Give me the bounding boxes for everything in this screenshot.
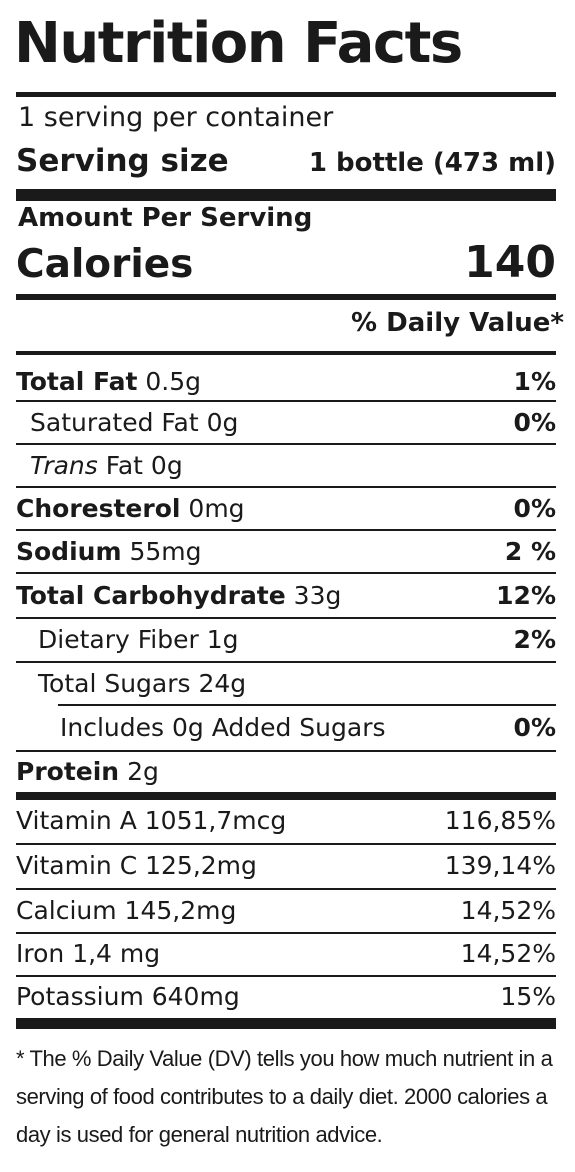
nutrient-dv: 0% — [513, 713, 556, 742]
nutrient-amount: 24g — [198, 669, 247, 698]
calories-row: Calories 140 — [16, 237, 556, 293]
serving-size-label: Serving size — [16, 143, 229, 179]
nutrient-row-total-fat: Total Fat 0.5g 1% — [16, 364, 556, 400]
thick-divider-top — [16, 189, 556, 201]
nutrient-row-added-sugars: Includes 0g Added Sugars 0% — [16, 708, 556, 748]
nutrient-amount: 0g — [206, 408, 239, 437]
nutrient-row-total-carbohydrate: Total Carbohydrate 33g 12% — [16, 576, 556, 616]
mineral-row-iron: Iron 1,4 mg 14,52% — [16, 935, 556, 973]
serving-size-row: Serving size 1 bottle (473 ml) — [16, 141, 556, 181]
nutrient-dv: 0% — [513, 408, 556, 437]
nutrient-amount: 1g — [206, 625, 239, 654]
vitamin-dv: 15% — [500, 982, 556, 1011]
nutrient-name: Protein — [16, 757, 120, 786]
row-divider — [16, 572, 556, 574]
calories-label: Calories — [16, 242, 194, 287]
vitamin-row-c: Vitamin C 125,2mg 139,14% — [16, 847, 556, 885]
vitamin-dv: 14,52% — [460, 896, 556, 925]
nutrient-name: Total Sugars — [38, 669, 191, 698]
nutrient-amount: 2g — [127, 757, 159, 786]
vitamin-name: Vitamin A 1051,7mcg — [16, 806, 287, 835]
row-divider — [16, 400, 556, 402]
row-divider — [16, 888, 556, 890]
vitamin-name: Iron 1,4 mg — [16, 939, 161, 968]
row-divider — [16, 843, 556, 845]
nutrient-name: Dietary Fiber — [38, 625, 199, 654]
serving-size-value: 1 bottle (473 ml) — [308, 148, 556, 178]
nutrient-amount: 0mg — [188, 494, 245, 523]
nutrient-dv: 12% — [496, 581, 556, 610]
vitamin-name: Vitamin C 125,2mg — [16, 851, 257, 880]
daily-value-header: % Daily Value* — [351, 308, 564, 338]
nutrient-name: Total Fat — [16, 367, 138, 396]
nutrient-amount: 55mg — [129, 537, 202, 566]
nutrient-row-saturated-fat: Saturated Fat 0g 0% — [16, 404, 556, 442]
row-divider — [16, 750, 556, 752]
row-divider — [16, 443, 556, 445]
mineral-row-calcium: Calcium 145,2mg 14,52% — [16, 892, 556, 930]
row-divider — [16, 932, 556, 934]
row-divider — [16, 661, 556, 663]
vitamin-dv: 139,14% — [444, 851, 556, 880]
vitamin-dv: 14,52% — [460, 939, 556, 968]
daily-value-divider — [16, 351, 556, 355]
nutrient-name: Choresterol — [16, 494, 181, 523]
nutrient-name: Sodium — [16, 537, 122, 566]
thick-divider-bottom — [16, 1018, 556, 1029]
nutrient-amount: Fat 0g — [105, 451, 183, 480]
label-title: Nutrition Facts — [14, 11, 463, 76]
nutrient-name: Total Carbohydrate — [16, 581, 286, 610]
title-divider — [16, 92, 556, 97]
calories-value: 140 — [464, 237, 556, 288]
amount-per-serving: Amount Per Serving — [18, 203, 313, 233]
nutrient-name: Includes 0g Added Sugars — [60, 713, 386, 742]
nutrient-row-protein: Protein 2g — [16, 754, 556, 790]
servings-per-container: 1 serving per container — [18, 102, 334, 133]
nutrient-dv: 0% — [513, 494, 556, 523]
daily-value-footnote: * The % Daily Value (DV) tells you how m… — [16, 1046, 553, 1147]
thick-divider-vitamins — [16, 792, 556, 800]
nutrient-amount: 33g — [293, 581, 342, 610]
nutrient-row-total-sugars: Total Sugars 24g — [16, 665, 556, 703]
vitamin-dv: 116,85% — [444, 806, 556, 835]
row-divider — [16, 617, 556, 619]
nutrient-name: Trans — [30, 451, 98, 480]
mineral-row-potassium: Potassium 640mg 15% — [16, 978, 556, 1016]
nutrient-dv: 2 % — [504, 537, 556, 566]
calories-divider — [16, 294, 556, 300]
row-divider — [16, 486, 556, 488]
nutrient-row-sodium: Sodium 55mg 2 % — [16, 533, 556, 571]
row-divider — [16, 529, 556, 531]
nutrient-dv: 2% — [513, 625, 556, 654]
row-divider — [16, 975, 556, 977]
nutrient-row-dietary-fiber: Dietary Fiber 1g 2% — [16, 621, 556, 659]
nutrient-dv: 1% — [513, 367, 556, 396]
vitamin-name: Calcium 145,2mg — [16, 896, 237, 925]
vitamin-name: Potassium 640mg — [16, 982, 240, 1011]
row-divider — [58, 704, 556, 706]
vitamin-row-a: Vitamin A 1051,7mcg 116,85% — [16, 802, 556, 840]
nutrient-row-trans-fat: Trans Fat 0g — [16, 447, 556, 485]
nutrient-row-cholesterol: Choresterol 0mg 0% — [16, 490, 556, 528]
nutrient-amount: 0.5g — [145, 367, 202, 396]
nutrient-name: Saturated Fat — [30, 408, 199, 437]
